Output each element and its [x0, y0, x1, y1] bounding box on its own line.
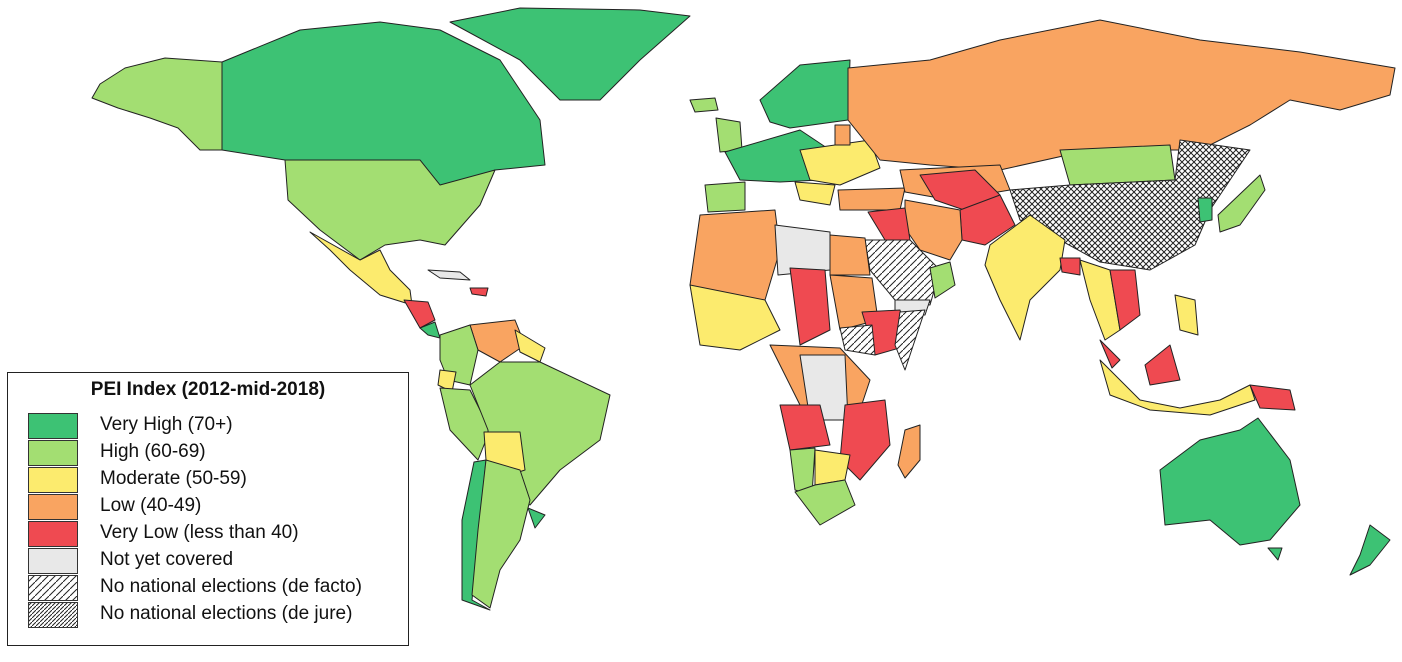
legend-label: Low (40-49) — [100, 495, 202, 516]
legend-swatch-very-high — [28, 413, 78, 439]
borneo — [1144, 344, 1181, 386]
japan — [1217, 174, 1266, 233]
legend-swatch-high — [28, 440, 78, 466]
papua-new-guinea — [1249, 384, 1296, 411]
greenland — [449, 7, 691, 101]
chad-niger — [789, 267, 831, 346]
legend-title: PEI Index (2012-mid-2018) — [90, 379, 326, 400]
eritrea-somalia — [839, 324, 876, 356]
guyana — [514, 329, 546, 363]
iberia — [704, 181, 746, 213]
mongolia — [1059, 144, 1176, 186]
cuba — [427, 269, 471, 281]
korea — [1197, 197, 1213, 223]
syria-iraq — [867, 207, 911, 241]
haiti — [469, 287, 489, 297]
uruguay — [527, 507, 546, 529]
legend-item-no-elections-de-facto: No national elections (de facto) — [28, 575, 398, 601]
south-africa — [794, 479, 856, 526]
legend-swatch-low — [28, 494, 78, 520]
oman-uae — [929, 261, 956, 299]
legend-swatch-not-covered — [28, 548, 78, 574]
vietnam-cambodia — [1109, 269, 1141, 331]
balkans — [794, 181, 836, 206]
legend-swatch-moderate — [28, 467, 78, 493]
angola — [779, 404, 831, 451]
venezuela — [469, 319, 526, 363]
legend-swatch-very-low — [28, 521, 78, 547]
legend-label: Very High (70+) — [100, 414, 233, 435]
map-legend: PEI Index (2012-mid-2018) Very High (70+… — [7, 372, 409, 646]
legend-label: No national elections (de facto) — [100, 576, 362, 597]
east-africa — [839, 399, 891, 481]
tasmania — [1267, 547, 1283, 561]
argentina — [471, 459, 531, 609]
legend-item-low: Low (40-49) — [28, 494, 398, 520]
legend-label: Moderate (50-59) — [100, 468, 247, 489]
legend-item-very-high: Very High (70+) — [28, 413, 398, 439]
legend-label: No national elections (de jure) — [100, 603, 353, 624]
bangladesh-myanmar — [1059, 257, 1081, 276]
legend-item-not-covered: Not yet covered — [28, 548, 398, 574]
central-america — [403, 299, 436, 329]
indonesia — [1099, 359, 1256, 416]
legend-swatch-hatch-dense — [28, 602, 78, 628]
legend-item-high: High (60-69) — [28, 440, 398, 466]
legend-item-moderate: Moderate (50-59) — [28, 467, 398, 493]
mexico — [309, 231, 413, 306]
legend-item-very-low: Very Low (less than 40) — [28, 521, 398, 547]
peru — [439, 387, 491, 461]
india — [984, 214, 1066, 341]
turkey — [837, 187, 906, 211]
legend-swatch-hatch-wide — [28, 575, 78, 601]
southeast-asia — [1079, 259, 1121, 341]
australia — [1159, 417, 1301, 546]
scandinavia — [759, 59, 851, 129]
uk — [715, 117, 743, 153]
saudi-arabia — [864, 239, 941, 306]
philippines — [1174, 294, 1199, 336]
legend-label: Not yet covered — [100, 549, 234, 570]
usa — [284, 159, 496, 261]
malaysia — [1099, 339, 1121, 369]
legend-label: High (60-69) — [100, 441, 206, 462]
legend-item-no-elections-de-jure: No national elections (de jure) — [28, 602, 398, 628]
eastern-europe — [799, 139, 881, 186]
egypt — [829, 234, 871, 276]
belarus — [834, 124, 851, 146]
libya — [774, 224, 831, 276]
russia — [847, 19, 1396, 171]
madagascar — [897, 424, 921, 479]
somalia — [894, 309, 926, 371]
new-zealand — [1349, 524, 1391, 576]
west-africa — [689, 284, 781, 351]
legend-label: Very Low (less than 40) — [100, 522, 299, 543]
alaska — [91, 57, 223, 151]
iceland — [689, 97, 719, 113]
